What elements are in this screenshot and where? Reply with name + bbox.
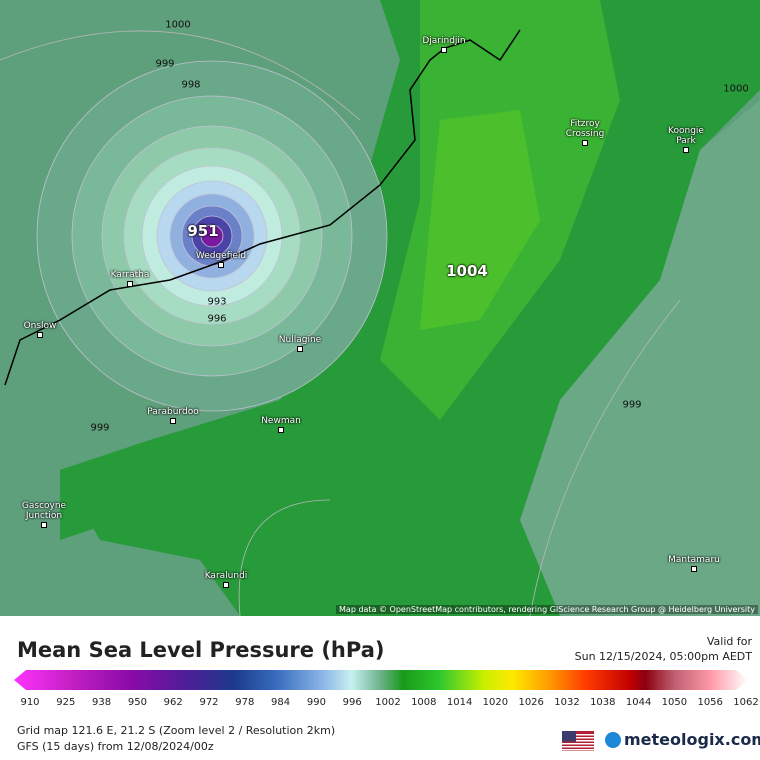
brand-icon: [605, 732, 621, 748]
place-dot: [582, 140, 588, 146]
scale-label: 1032: [554, 697, 580, 708]
valid-label: Valid for: [706, 635, 752, 648]
place-label: Paraburdoo: [147, 407, 199, 417]
place-label: Fitzroy Crossing: [565, 119, 605, 139]
place-label: Koongie Park: [668, 126, 704, 146]
place-label: Karratha: [110, 270, 150, 280]
place-dot: [683, 147, 689, 153]
place-dot: [691, 566, 697, 572]
scale-label: 972: [199, 697, 219, 708]
legend-title: Mean Sea Level Pressure (hPa): [17, 638, 385, 662]
place-label: Nullagine: [278, 335, 322, 345]
place-dot: [127, 281, 133, 287]
flag: [562, 731, 594, 751]
scale-label: 950: [127, 697, 147, 708]
place-dot: [441, 47, 447, 53]
isobar-label: 1004: [446, 262, 488, 280]
scale-label: 1014: [446, 697, 473, 708]
place-dot: [297, 346, 303, 352]
isobar-label: 999: [622, 399, 642, 411]
place-label: Djarindjin: [422, 36, 466, 46]
scale-label: 910: [20, 697, 40, 708]
place-dot: [41, 522, 47, 528]
scale-label: 990: [306, 697, 326, 708]
scale-label: 1020: [482, 697, 509, 708]
place-label: Gascoyne Junction: [21, 501, 67, 521]
place-label: Onslow: [23, 321, 57, 331]
place-label: Wedgefield: [195, 251, 247, 261]
scale-label: 1038: [590, 697, 616, 708]
isobar-label: 998: [181, 79, 201, 91]
scale-label: 938: [92, 697, 112, 708]
isobar-label: 996: [207, 313, 227, 325]
place-dot: [37, 332, 43, 338]
scale-label: 925: [56, 697, 76, 708]
isobar-label: 951: [187, 222, 219, 240]
isobar-label: 999: [155, 58, 175, 70]
scale-label: 1050: [661, 697, 688, 708]
footer-line: Grid map 121.6 E, 21.2 S (Zoom level 2 /…: [17, 724, 336, 737]
scale-label: 978: [235, 697, 255, 708]
place-dot: [170, 418, 176, 424]
scale-label: 1056: [697, 697, 723, 708]
place-label: Karalundi: [204, 571, 248, 581]
place-dot: [278, 427, 284, 433]
scale-label: 1008: [411, 697, 437, 708]
color-scale: [14, 670, 748, 690]
scale-label: 1062: [733, 697, 759, 708]
map: [0, 0, 760, 616]
scale-label: 996: [342, 697, 362, 708]
place-label: Newman: [261, 416, 301, 426]
place-dot: [223, 582, 229, 588]
isobar-label: 1000: [165, 19, 191, 31]
scale-label: 1044: [625, 697, 652, 708]
scale-label: 1026: [518, 697, 544, 708]
place-dot: [218, 262, 224, 268]
brand[interactable]: meteologix.com: [624, 730, 760, 749]
scale-label: 1002: [375, 697, 401, 708]
place-label: Mantamaru: [668, 555, 720, 565]
scale-label: 962: [163, 697, 183, 708]
isobar-label: 993: [207, 296, 227, 308]
valid-time: Sun 12/15/2024, 05:00pm AEDT: [574, 650, 752, 663]
footer-line: GFS (15 days) from 12/08/2024/00z: [17, 740, 214, 753]
isobar-label: 999: [90, 422, 110, 434]
scale-label: 984: [271, 697, 291, 708]
isobar-label: 1000: [723, 83, 749, 95]
attribution: Map data © OpenStreetMap contributors, r…: [336, 605, 758, 614]
